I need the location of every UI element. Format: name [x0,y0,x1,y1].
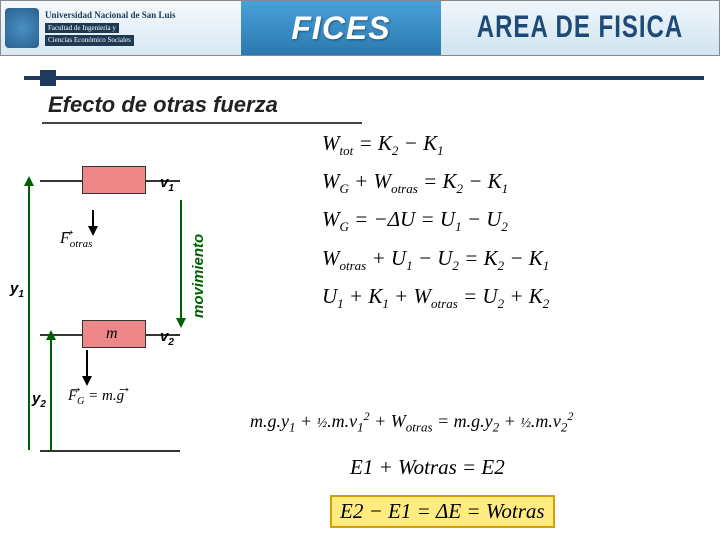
f-otras-arrow [92,210,94,228]
fg-formula: F→G = m.g→ [68,388,124,407]
mass-box-top [82,166,146,194]
eq-delta-e: E2 − E1 = ΔE = Wotras [330,495,555,528]
equations-block: Wtot = K2 − K1 WG + Wotras = K2 − K1 WG … [320,132,720,323]
eq-wg-wotras: WG + Wotras = K2 − K1 [320,170,510,196]
accent-square [40,70,56,86]
y2-arrow [50,338,52,450]
area-fisica: AREA DE FISICA [477,10,683,46]
y1-label: y1 [10,280,24,300]
eq-wg-du: WG = −ΔU = U1 − U2 [320,208,510,234]
y1-arrow [28,184,30,450]
eq-wotras-u: Wotras + U1 − U2 = K2 − K1 [320,247,551,273]
v1-label: v1 [160,174,174,194]
slide-title: Efecto de otras fuerza [48,92,278,118]
fices-logo: FICES [291,10,390,47]
eq-wtot: Wtot = K2 − K1 [320,132,446,158]
header-banner: Universidad Nacional de San Luis Faculta… [0,0,720,56]
movimiento-arrow [180,200,182,320]
banner-area: AREA DE FISICA [441,1,719,55]
title-underline [42,122,362,124]
university-name: Universidad Nacional de San Luis [45,10,176,21]
v2-label: v2 [160,328,174,348]
y2-label: y2 [32,390,46,410]
eq-u1k1: U1 + K1 + Wotras = U2 + K2 [320,285,551,311]
level-line-bottom [40,450,180,452]
mass-label: m [106,325,118,343]
faculty-line1: Facultad de Ingeniería y [45,23,119,33]
fg-arrow [86,350,88,378]
faculty-line2: Ciencias Económico Sociales [45,35,134,45]
eq-e1-wotras: E1 + Wotras = E2 [350,455,505,480]
university-shield-icon [5,8,39,48]
movimiento-label: movimiento [190,234,207,318]
accent-bar [24,76,704,80]
eq-energy-long: m.g.y1 + ½.m.v12 + Wotras = m.g.y2 + ½.m… [248,408,575,437]
banner-university: Universidad Nacional de San Luis Faculta… [1,1,241,55]
energy-diagram: v1 F→otras m v2 .down-arrow[data-name="m… [10,150,240,490]
banner-fices: FICES [241,1,441,55]
